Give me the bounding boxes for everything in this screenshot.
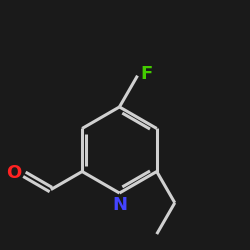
Text: F: F [140, 65, 152, 83]
Text: N: N [112, 196, 127, 214]
Text: O: O [6, 164, 22, 182]
